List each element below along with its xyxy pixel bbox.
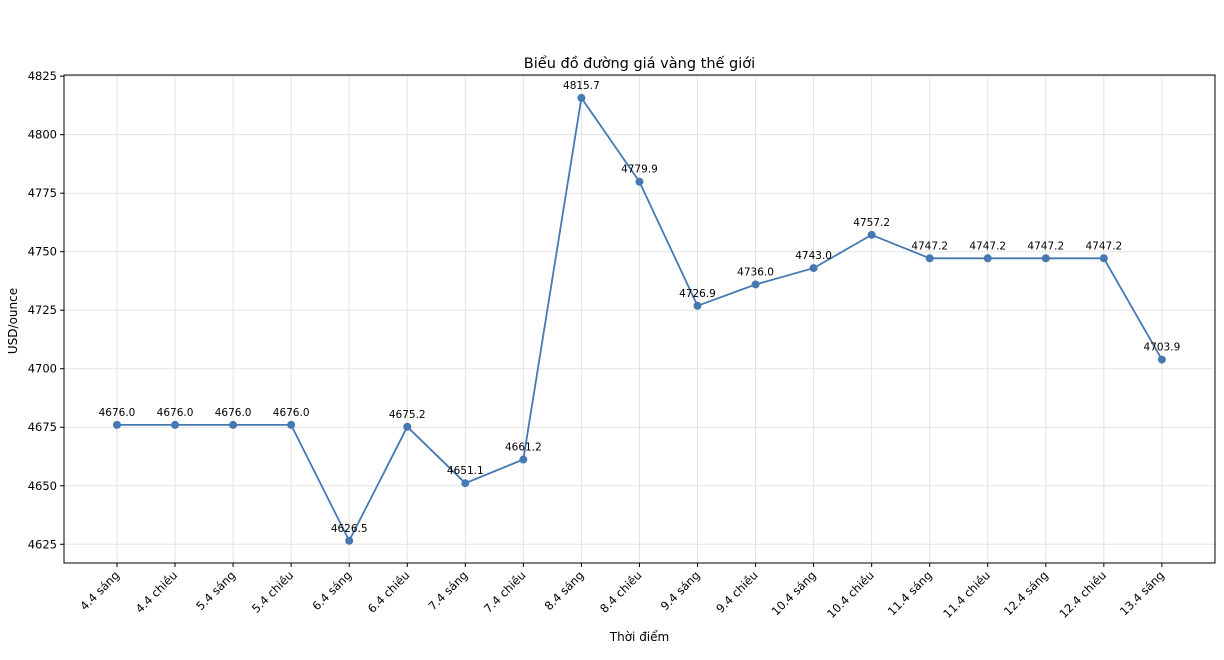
data-label: 4661.2 (505, 442, 542, 454)
x-tick-label: 9.4 sáng (658, 568, 703, 613)
data-point (519, 455, 528, 464)
x-tick-label: 9.4 chiều (713, 568, 760, 615)
x-tick-label: 8.4 sáng (542, 568, 587, 613)
data-point (635, 177, 644, 186)
data-point (403, 422, 412, 431)
grid-lines (64, 75, 1215, 563)
y-tick-label: 4625 (28, 537, 57, 551)
x-axis-ticks: 4.4 sáng 4.4 chiều 5.4 sáng 5.4 chiều 6.4 sá… (77, 563, 1167, 621)
data-point (1099, 254, 1108, 263)
data-label: 4757.2 (853, 217, 890, 229)
x-tick-label: 11.4 sáng (885, 568, 935, 618)
x-tick-label: 12.4 sáng (1001, 568, 1051, 618)
chart-title: Biểu đồ đường giá vàng thế giới (524, 55, 755, 72)
data-label: 4675.2 (389, 409, 426, 421)
data-label: 4747.2 (1027, 240, 1064, 252)
data-point (229, 420, 238, 429)
x-tick-label: 10.4 sáng (769, 568, 819, 618)
data-label: 4747.2 (969, 240, 1006, 252)
y-axis-label: USD/ounce (6, 288, 20, 354)
y-tick-label: 4725 (28, 303, 57, 317)
data-label: 4779.9 (621, 164, 658, 176)
data-point (809, 264, 818, 273)
data-label: 4676.0 (215, 407, 252, 419)
y-tick-label: 4825 (28, 69, 57, 83)
y-tick-label: 4675 (28, 420, 57, 434)
data-label: 4626.5 (331, 523, 368, 535)
data-point (983, 254, 992, 263)
data-point (345, 536, 354, 545)
data-point (577, 93, 586, 102)
y-tick-label: 4650 (28, 479, 57, 493)
y-tick-label: 4800 (28, 128, 57, 142)
data-labels: 4676.0 4676.0 4676.0 4676.0 4626.5 4675.2 4651… (99, 80, 1181, 535)
data-label: 4651.1 (447, 465, 484, 477)
data-points (113, 93, 1166, 545)
data-point (693, 301, 702, 310)
data-point (171, 420, 180, 429)
data-label: 4676.0 (99, 407, 136, 419)
data-point (113, 420, 121, 429)
x-tick-label: 5.4 sáng (193, 568, 238, 613)
x-tick-label: 4.4 sáng (77, 568, 122, 613)
data-label: 4676.0 (273, 407, 310, 419)
y-tick-label: 4700 (28, 362, 57, 376)
x-tick-label: 6.4 chiều (365, 568, 412, 615)
data-label: 4676.0 (157, 407, 194, 419)
data-label: 4747.2 (911, 240, 948, 252)
x-tick-label: 8.4 chiều (597, 568, 644, 615)
x-tick-label: 6.4 sáng (309, 568, 354, 613)
data-label: 4747.2 (1085, 240, 1122, 252)
x-tick-label: 11.4 chiều (940, 568, 993, 621)
x-tick-label: 10.4 chiều (824, 568, 877, 621)
data-point (867, 230, 876, 239)
data-point (461, 479, 470, 488)
data-label: 4703.9 (1144, 342, 1181, 354)
x-tick-label: 7.4 sáng (425, 568, 470, 613)
data-label: 4736.0 (737, 266, 774, 278)
x-tick-label: 4.4 chiều (133, 568, 180, 615)
data-label: 4726.9 (679, 288, 716, 300)
y-tick-label: 4775 (28, 186, 57, 200)
x-tick-label: 5.4 chiều (249, 568, 296, 615)
data-label: 4815.7 (563, 80, 600, 92)
data-point (1041, 254, 1050, 263)
data-point (925, 254, 934, 263)
data-label: 4743.0 (795, 250, 832, 262)
y-axis-ticks: 4625 4650 4675 4700 4725 4750 4775 4800 4825 (28, 69, 64, 551)
x-tick-label: 12.4 chiều (1056, 568, 1109, 621)
data-point (1157, 355, 1166, 364)
x-axis-label: Thời điểm (609, 630, 669, 644)
data-point (287, 420, 296, 429)
data-point (751, 280, 760, 289)
x-tick-label: 7.4 chiều (481, 568, 528, 615)
y-tick-label: 4750 (28, 245, 57, 259)
x-tick-label: 13.4 sáng (1117, 568, 1167, 618)
